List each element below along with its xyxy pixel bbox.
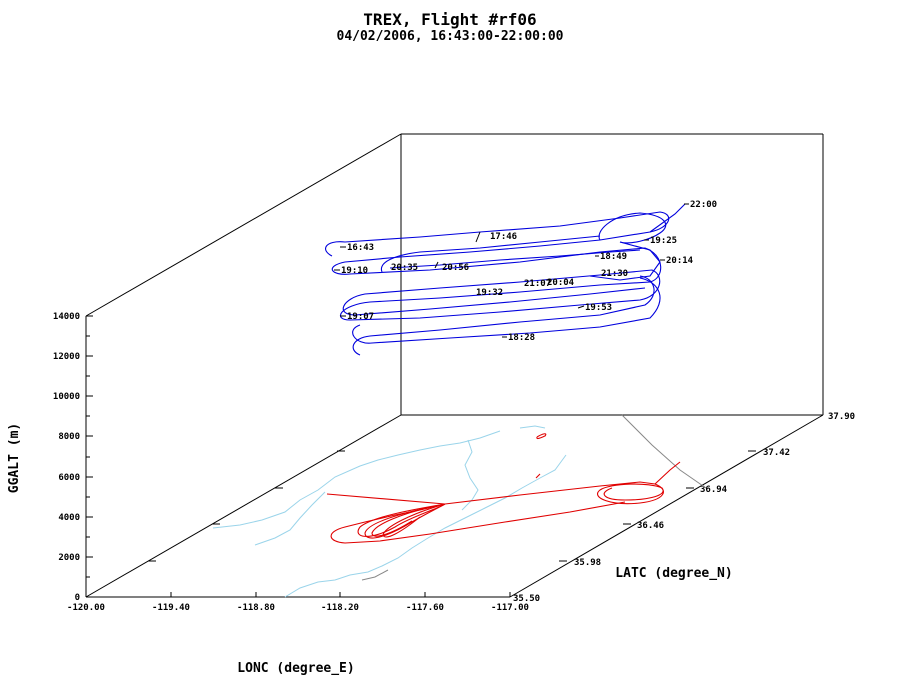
x-tick-label: -119.40	[152, 603, 190, 613]
time-label: 17:46	[490, 232, 517, 242]
y-tick-label: 35.98	[574, 558, 601, 568]
time-label: 20:04	[547, 278, 575, 288]
z-tick-label: 4000	[58, 513, 80, 523]
z-axis-ticks	[86, 315, 93, 598]
x-tick-label: -118.80	[237, 603, 275, 613]
z-tick-label: 8000	[58, 432, 80, 442]
flight-track	[325, 203, 686, 356]
time-label: 21:30	[601, 269, 628, 279]
y-tick-label: 35.50	[513, 594, 540, 604]
z-tick-label: 2000	[58, 553, 80, 563]
time-label: 20:14	[666, 256, 694, 266]
y-axis-ticks	[559, 414, 823, 562]
floor-left-ticks	[148, 450, 345, 562]
left-top-edge	[85, 133, 402, 317]
z-tick-label: 12000	[53, 352, 80, 362]
z-tick-label: 0	[75, 593, 80, 603]
x-tick-label: -120.00	[67, 603, 105, 613]
z-tick-label: 14000	[53, 312, 80, 322]
y-axis-label: LATC (degree_N)	[615, 566, 732, 581]
time-label: 19:53	[585, 303, 612, 313]
time-label: 19:07	[347, 312, 374, 322]
time-label: 19:32	[476, 288, 503, 298]
floor-back-left-edge	[85, 414, 402, 598]
coastline-lines	[212, 414, 707, 598]
time-tick-marks	[334, 203, 689, 338]
time-label: 19:25	[650, 236, 677, 246]
time-label: 19:10	[341, 266, 368, 276]
time-label: 21:07	[524, 279, 551, 289]
time-label: 20:56	[442, 263, 469, 273]
chart-title: TREX, Flight #rf06	[363, 10, 536, 29]
plot-box	[85, 133, 824, 598]
time-label: 18:49	[600, 252, 627, 262]
z-tick-label: 6000	[58, 473, 80, 483]
y-tick-label: 36.46	[637, 521, 664, 531]
y-tick-label: 37.90	[828, 412, 855, 422]
x-tick-label: -118.20	[321, 603, 359, 613]
chart-subtitle: 04/02/2006, 16:43:00-22:00:00	[337, 29, 564, 44]
x-tick-label: -117.00	[491, 603, 529, 613]
x-axis-ticks	[85, 592, 511, 597]
y-axis	[509, 414, 824, 598]
x-tick-label: -117.60	[406, 603, 444, 613]
time-label: 22:00	[690, 200, 717, 210]
time-label: 16:43	[347, 243, 374, 253]
x-axis-label: LONC (degree_E)	[237, 661, 354, 676]
ground-projection	[326, 433, 681, 544]
z-tick-label: 10000	[53, 392, 80, 402]
y-tick-label: 36.94	[700, 485, 728, 495]
y-tick-label: 37.42	[763, 448, 790, 458]
time-label: 18:28	[508, 333, 535, 343]
time-label: 20:35	[391, 263, 418, 273]
z-axis-label: GGALT (m)	[7, 423, 22, 493]
